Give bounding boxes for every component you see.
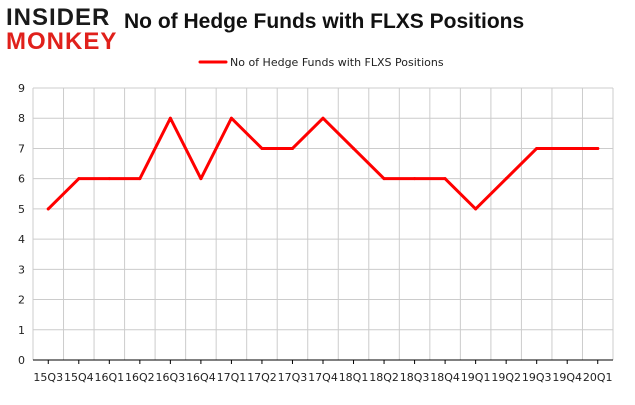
data-point-16Q3 [168,116,172,120]
x-tick-label-19Q3: 19Q3 [522,371,552,384]
data-point-16Q1 [107,177,111,181]
y-tick-label-1: 1 [18,324,25,337]
data-point-19Q3 [535,146,539,150]
x-tick-label-17Q2: 17Q2 [247,371,277,384]
y-tick-label-5: 5 [18,203,25,216]
data-point-16Q4 [199,177,203,181]
y-tick-label-4: 4 [18,233,25,246]
data-point-17Q2 [260,146,264,150]
x-tick-label-17Q1: 17Q1 [217,371,247,384]
x-tick-label-19Q2: 19Q2 [491,371,521,384]
x-tick-label-19Q4: 19Q4 [552,371,582,384]
x-tick-label-17Q3: 17Q3 [278,371,308,384]
data-point-19Q1 [474,207,478,211]
data-point-20Q1 [596,146,600,150]
x-tick-label-20Q1: 20Q1 [583,371,613,384]
x-tick-label-16Q3: 16Q3 [156,371,186,384]
x-tick-label-18Q2: 18Q2 [369,371,399,384]
data-point-15Q4 [77,177,81,181]
data-point-18Q4 [443,177,447,181]
y-tick-label-2: 2 [18,294,25,307]
x-tick-label-15Q3: 15Q3 [33,371,63,384]
data-point-17Q1 [229,116,233,120]
x-tick-label-15Q4: 15Q4 [64,371,94,384]
x-tick-label-18Q3: 18Q3 [400,371,430,384]
y-tick-label-3: 3 [18,263,25,276]
x-tick-label-16Q4: 16Q4 [186,371,216,384]
y-tick-label-0: 0 [18,354,25,367]
data-point-18Q2 [382,177,386,181]
x-tick-label-19Q1: 19Q1 [461,371,491,384]
data-point-18Q1 [352,146,356,150]
data-point-15Q3 [46,207,50,211]
y-tick-label-6: 6 [18,173,25,186]
logo-text-insider: INSIDER [6,4,111,31]
x-tick-label-16Q2: 16Q2 [125,371,155,384]
x-tick-label-18Q4: 18Q4 [430,371,460,384]
insider-monkey-logo: INSIDER MONKEY [6,4,118,54]
data-point-17Q4 [321,116,325,120]
x-tick-label-17Q4: 17Q4 [308,371,338,384]
data-point-19Q2 [504,177,508,181]
x-tick-label-18Q1: 18Q1 [339,371,369,384]
y-tick-label-8: 8 [18,112,25,125]
data-point-17Q3 [290,146,294,150]
data-point-18Q3 [413,177,417,181]
x-tick-label-16Q1: 16Q1 [94,371,124,384]
series-line-0 [46,116,600,211]
y-tick-label-9: 9 [18,82,25,95]
data-point-16Q2 [138,177,142,181]
legend-label: No of Hedge Funds with FLXS Positions [230,56,444,69]
data-point-19Q4 [565,146,569,150]
chart-title: No of Hedge Funds with FLXS Positions [124,10,525,33]
logo-text-monkey: MONKEY [6,28,118,55]
y-tick-label-7: 7 [18,142,25,155]
